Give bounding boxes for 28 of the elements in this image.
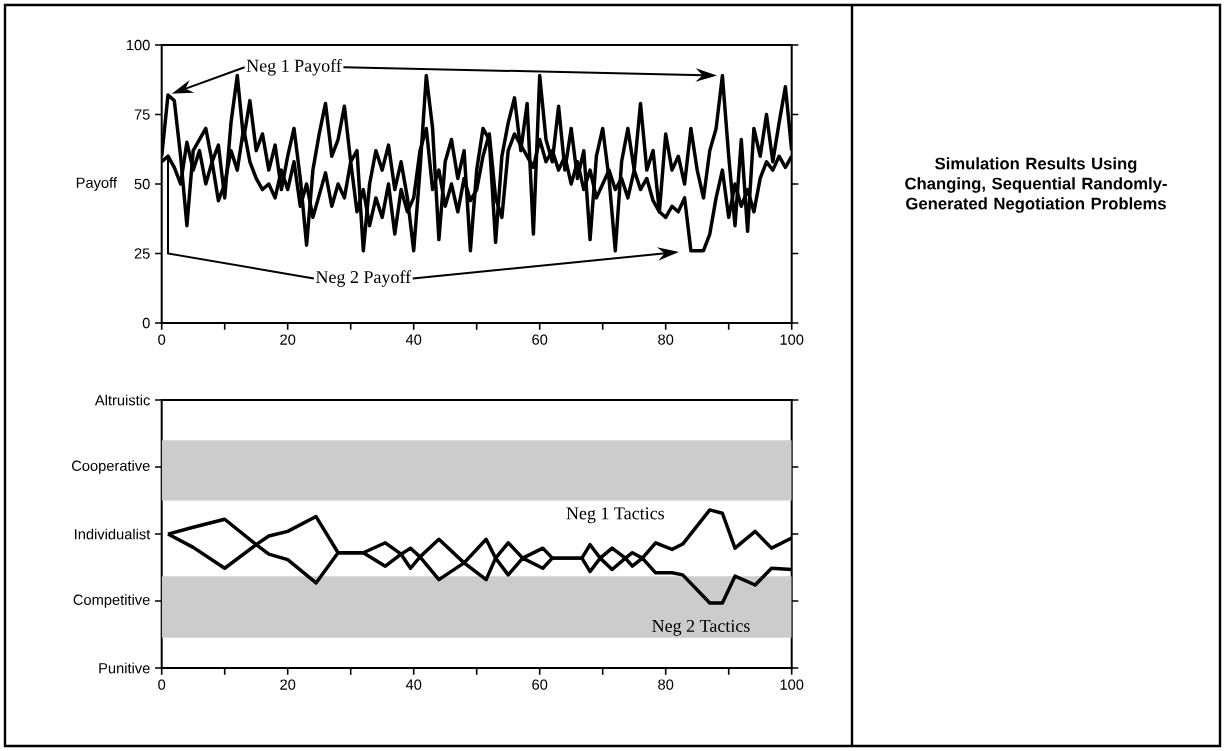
series-label: Neg 1 Tactics — [566, 507, 665, 524]
y-tick-label: 0 — [142, 317, 150, 329]
x-tick-label: 80 — [658, 679, 674, 690]
legend-label: Neg 1 Payoff — [246, 58, 342, 76]
series-label: Neg 2 Tactics — [652, 619, 750, 636]
text: Simulation Results Using Changing, Sequential Randomly-Generated Negotiation Problems — [905, 157, 1167, 213]
x-tick-label: 60 — [532, 679, 548, 690]
x-tick-label: 80 — [658, 334, 674, 345]
x-tick-label: 60 — [532, 334, 548, 345]
y-tick-label: 75 — [134, 109, 150, 120]
text: Punitive — [99, 662, 150, 674]
x-tick-label: 20 — [280, 679, 296, 690]
x-tick-label: 40 — [405, 334, 422, 345]
y-tick-label: 25 — [134, 248, 150, 259]
y-axis-title: Payoff — [76, 177, 118, 191]
text: Neg 2 Payoff — [316, 270, 412, 287]
text: Altruistic — [94, 394, 150, 406]
y-tick-label: 50 — [134, 178, 150, 190]
text: Individualist — [75, 528, 151, 540]
x-tick-label: 0 — [158, 334, 166, 345]
x-tick-label: 0 — [158, 679, 166, 690]
x-tick-label: 100 — [780, 679, 804, 690]
x-tick-label: 20 — [280, 334, 296, 345]
text: Competitive — [73, 594, 150, 608]
x-tick-label: 100 — [780, 334, 804, 345]
text: Cooperative — [71, 460, 150, 474]
y-tick-label: 100 — [126, 39, 150, 51]
x-tick-label: 40 — [405, 679, 422, 690]
